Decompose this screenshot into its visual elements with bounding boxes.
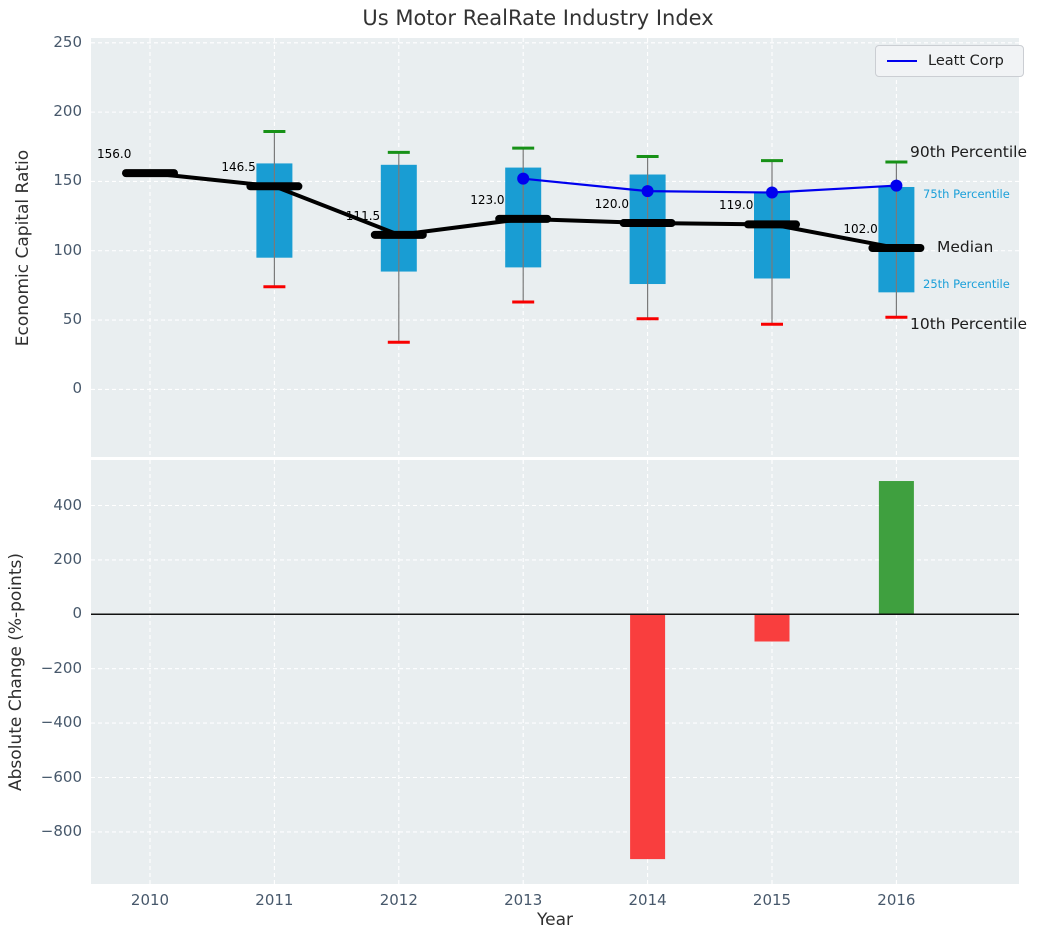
legend: Leatt Corp [875,45,1024,77]
annotation-90th-percentile: 90th Percentile [910,143,1028,161]
ytick-bottom-0: 0 [72,604,82,623]
median-value-label-2016: 102.0 [843,221,878,236]
annotation-median: Median [937,238,994,256]
xtick-2016: 2016 [877,891,916,909]
median-value-label-2011: 146.5 [221,160,256,175]
median-value-label-2015: 119.0 [719,198,754,213]
change-bar-2014 [630,614,666,860]
top-plot-area [91,38,1019,457]
y-axis-label-bottom: Absolute Change (%-points) [6,553,26,791]
median-dash-2016 [868,243,925,252]
ytick-bottom--200: −200 [40,658,82,677]
ytick-top-200: 200 [53,102,82,121]
median-value-label-2014: 120.0 [594,197,629,212]
change-bar-2015 [754,614,790,642]
xtick-2011: 2011 [255,891,294,909]
ytick-bottom--400: −400 [40,713,82,732]
xtick-2015: 2015 [752,891,792,909]
leatt-corp-point-2 [766,186,778,199]
leatt-corp-line [523,177,897,194]
leatt-corp-point-3 [890,179,903,192]
chart-title: Us Motor RealRate Industry Index [362,6,714,30]
median-dash-2010 [122,169,178,178]
annotation-10th-percentile: 10th Percentile [910,315,1028,333]
xtick-2014: 2014 [628,891,667,909]
leatt-corp-point-1 [641,185,654,198]
median-dash-2013 [495,214,552,223]
median-value-label-2013: 123.0 [470,192,505,207]
xtick-2010: 2010 [130,891,170,909]
ytick-top-250: 250 [53,32,82,51]
ytick-top-150: 150 [53,171,82,190]
ytick-bottom--600: −600 [40,767,82,786]
median-dash-2012 [370,230,427,239]
legend-label: Leatt Corp [928,53,1004,69]
median-value-label-2012: 111.5 [345,208,381,223]
ytick-bottom-200: 200 [53,549,82,568]
ytick-bottom--800: −800 [40,821,82,840]
median-dash-2014 [619,219,676,228]
x-axis-label: Year [537,910,573,930]
ytick-top-50: 50 [62,310,82,329]
annotation-75th-percentile: 75th Percentile [923,187,1010,201]
median-dash-2015 [744,220,800,229]
median-value-label-2010: 156.0 [97,147,132,162]
ytick-top-0: 0 [72,379,82,398]
ytick-bottom-400: 400 [53,495,82,514]
bottom-plot-area [91,460,1019,884]
leatt-corp-point-0 [517,172,530,185]
ytick-top-100: 100 [53,240,82,259]
leatt-corp-line-swatch [887,60,917,62]
median-dash-2011 [246,182,303,191]
change-bar-2016 [878,481,914,615]
annotation-25th-percentile: 25th Percentile [923,277,1010,291]
xtick-2012: 2012 [379,891,418,909]
xtick-2013: 2013 [504,891,543,909]
